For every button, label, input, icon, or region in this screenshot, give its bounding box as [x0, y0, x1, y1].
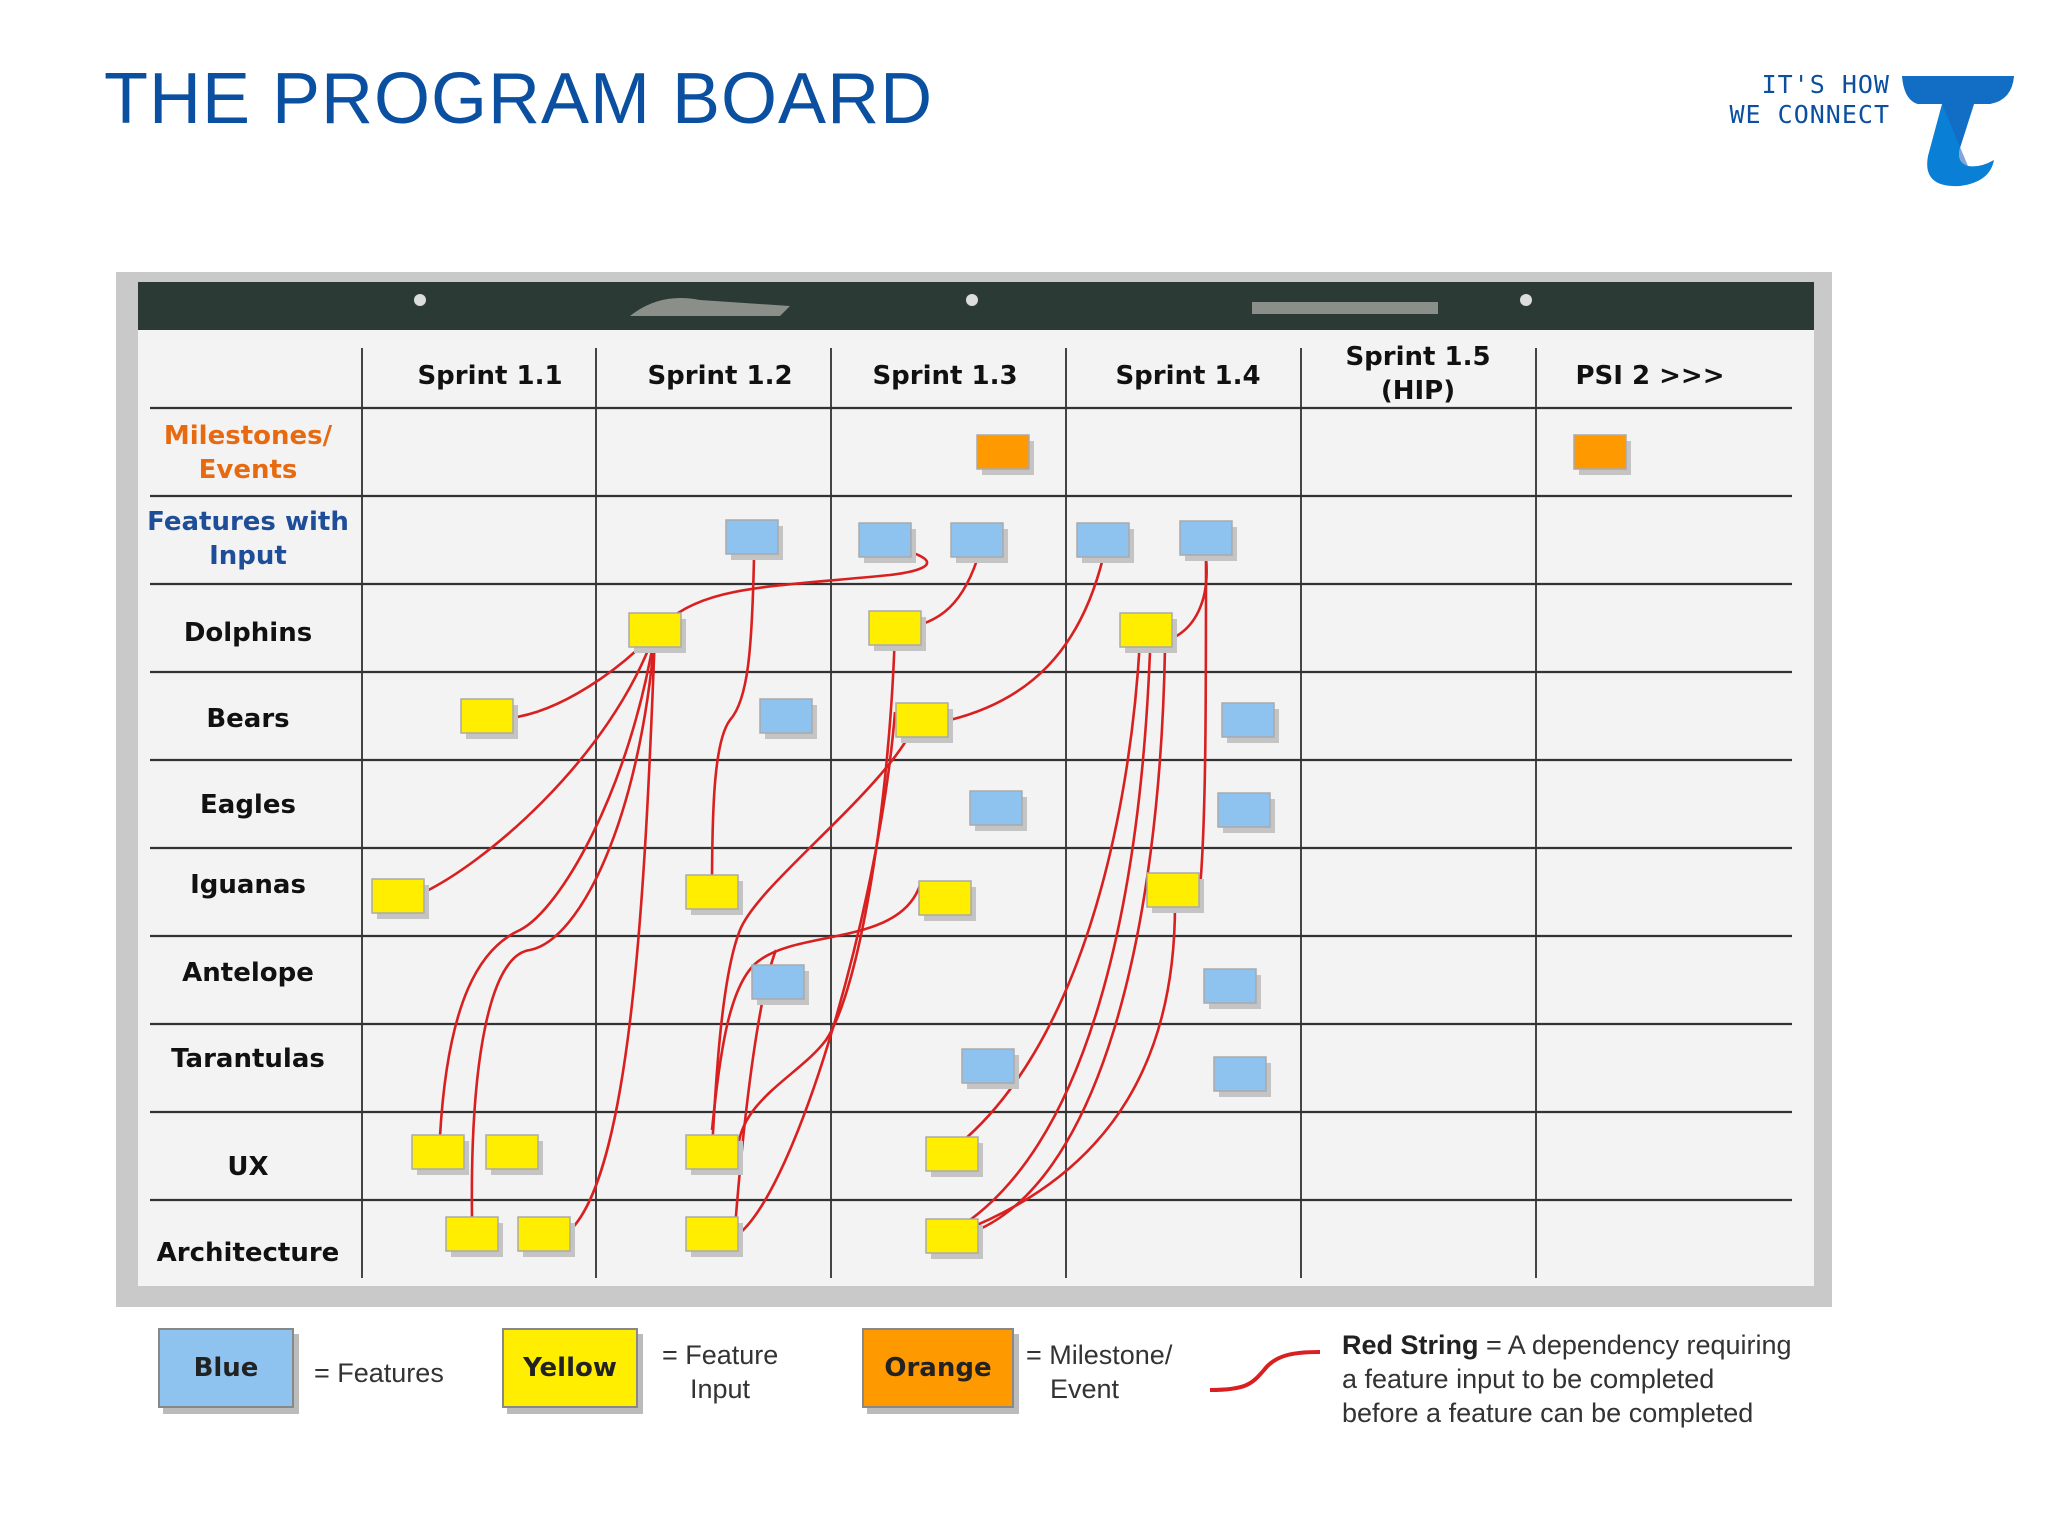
slide-title: THE PROGRAM BOARD: [104, 59, 934, 139]
row-label: Architecture: [157, 1238, 340, 1268]
column-header: Sprint 1.2: [647, 361, 792, 391]
legend-orange-swatch: Orange: [862, 1328, 1014, 1408]
board-grid: [150, 348, 1792, 1278]
feature-input-card: [918, 880, 972, 916]
dependency-string: [559, 631, 657, 1240]
brand-tagline: IT'S HOW WE CONNECT: [1712, 70, 1890, 130]
legend-red-title: Red String: [1342, 1330, 1479, 1360]
feature-card: [858, 522, 912, 558]
board-maker-logo-icon: [630, 298, 790, 316]
legend-red-desc: Red String = A dependency requiring a fe…: [1342, 1328, 1792, 1430]
legend-red-desc-line1: = A dependency requiring: [1478, 1330, 1792, 1360]
row-label: Bears: [206, 704, 289, 734]
feature-input-card: [685, 874, 739, 910]
feature-card: [1217, 792, 1271, 828]
legend-yellow-desc: = Feature Input: [662, 1338, 778, 1406]
feature-input-card: [371, 878, 425, 914]
column-header: Sprint 1.4: [1115, 361, 1260, 391]
feature-card: [1203, 968, 1257, 1004]
column-header: PSI 2 >>>: [1575, 361, 1724, 391]
dependency-string: [710, 711, 922, 1151]
dependency-string: [951, 639, 1142, 1152]
dependency-string: [710, 557, 756, 891]
feature-input-card: [685, 1134, 739, 1170]
legend-yellow-swatch: Yellow: [502, 1328, 638, 1408]
column-header: Sprint 1.5 (HIP): [1345, 342, 1490, 406]
dependency-string: [736, 629, 897, 1151]
dependency-string: [438, 631, 657, 1137]
brand-tagline-line1: IT'S HOW: [1761, 70, 1890, 99]
board-maker-mark-icon: [1252, 302, 1438, 314]
feature-input-card: [628, 612, 682, 648]
legend-yellow-label: Yellow: [523, 1353, 617, 1383]
board-header-bar: [138, 282, 1814, 330]
dependency-string: [949, 557, 1105, 722]
brand-tagline-line2: WE CONNECT: [1729, 100, 1890, 129]
pin-icon: [414, 294, 426, 306]
feature-card: [1179, 520, 1233, 556]
feature-card: [759, 698, 813, 734]
feature-card: [1076, 522, 1130, 558]
milestone-card: [1573, 434, 1627, 470]
legend-orange-label: Orange: [884, 1353, 992, 1383]
pin-icon: [1520, 294, 1532, 306]
feature-input-card: [1119, 612, 1173, 648]
legend-blue-desc: = Features: [314, 1358, 444, 1388]
feature-card: [969, 790, 1023, 826]
feature-card: [751, 964, 805, 1000]
legend-red-desc-line2: a feature input to be completed: [1342, 1364, 1715, 1394]
dependency-strings: [417, 543, 1208, 1240]
feature-input-card: [895, 702, 949, 738]
row-label: UX: [227, 1152, 268, 1182]
feature-input-card: [485, 1134, 539, 1170]
feature-input-card: [1146, 872, 1200, 908]
legend-blue-swatch: Blue: [158, 1328, 294, 1408]
red-string-icon: [1209, 1350, 1321, 1392]
feature-input-card: [517, 1216, 571, 1252]
feature-input-card: [411, 1134, 465, 1170]
row-label: Antelope: [182, 958, 314, 988]
feature-card: [961, 1048, 1015, 1084]
dependency-string: [739, 711, 897, 1234]
dependency-string: [417, 631, 657, 897]
board-panel: [138, 282, 1814, 1286]
row-label: Iguanas: [190, 870, 306, 900]
column-header: Sprint 1.3: [872, 361, 1017, 391]
dependency-string: [959, 904, 1177, 1234]
feature-input-card: [868, 610, 922, 646]
board-labels: Sprint 1.1 Sprint 1.2 Sprint 1.3 Sprint 1.4…: [147, 342, 1724, 1268]
feature-input-card: [685, 1216, 739, 1252]
feature-card: [950, 522, 1004, 558]
dependency-string: [1198, 557, 1208, 889]
legend-yellow-desc-line2: Input: [690, 1374, 751, 1404]
legend-red-desc-line3: before a feature can be completed: [1342, 1398, 1754, 1428]
legend-orange-desc-line2: Event: [1050, 1374, 1120, 1404]
row-label: Eagles: [200, 790, 296, 820]
row-label: Features with Input: [147, 507, 349, 571]
row-label: Milestones/Events: [164, 421, 333, 485]
legend-orange-desc-line1: = Milestone/: [1026, 1340, 1173, 1370]
legend-blue-label: Blue: [193, 1353, 259, 1383]
feature-card: [1221, 702, 1275, 738]
legend-orange-desc: = Milestone/ Event: [1026, 1338, 1172, 1406]
board-cards: [371, 434, 1631, 1259]
dependency-string: [654, 543, 929, 633]
pin-icon: [966, 294, 978, 306]
dependency-string: [951, 651, 1152, 1234]
feature-input-card: [925, 1136, 979, 1172]
feature-card: [725, 519, 779, 555]
feature-input-card: [445, 1216, 499, 1252]
feature-card: [1213, 1056, 1267, 1092]
dependency-string: [710, 884, 922, 1131]
telstra-t-logo-icon: [1902, 76, 2014, 187]
feature-input-card: [460, 698, 514, 734]
milestone-card: [976, 434, 1030, 470]
dependency-string: [470, 631, 657, 1219]
legend-yellow-desc-line1: = Feature: [662, 1340, 779, 1370]
row-label: Dolphins: [184, 618, 312, 648]
feature-input-card: [925, 1218, 979, 1254]
column-header: Sprint 1.1: [417, 361, 562, 391]
row-label: Tarantulas: [171, 1044, 325, 1074]
